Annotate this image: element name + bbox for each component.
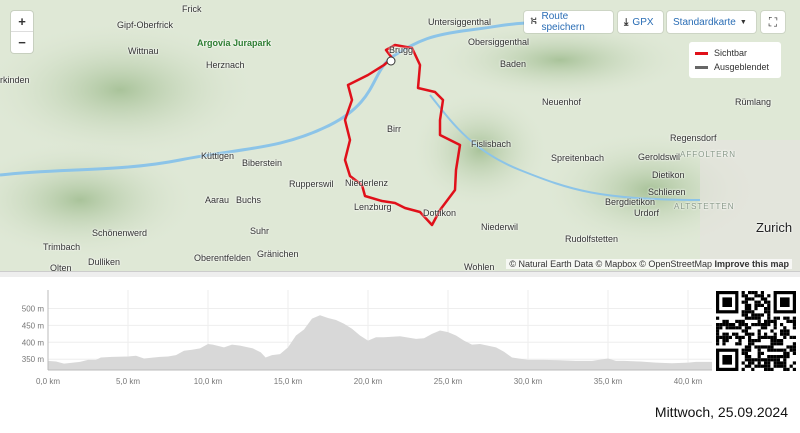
place-label: Niederwil <box>481 222 519 232</box>
improve-map-link[interactable]: Improve this map <box>714 259 789 269</box>
x-tick-label: 25,0 km <box>434 377 463 386</box>
start-marker <box>386 56 396 66</box>
x-tick-label: 5,0 km <box>116 377 140 386</box>
place-label: Frick <box>182 4 202 14</box>
download-icon: ⤓ <box>624 16 629 28</box>
y-tick-label: 500 m <box>22 305 45 314</box>
place-label: Herznach <box>206 60 245 70</box>
map-legend: Sichtbar Ausgeblendet <box>689 42 781 78</box>
place-label: Buchs <box>236 195 262 205</box>
date-label: Mittwoch, 25.09.2024 <box>654 404 788 420</box>
place-label: rkinden <box>0 75 30 85</box>
place-label: Küttigen <box>201 151 235 161</box>
place-label: Dulliken <box>88 257 121 267</box>
place-label: Gränichen <box>257 249 299 259</box>
route-map[interactable]: Frick Gipf-Oberfrick Argovia Jurapark Wittn… <box>0 0 800 271</box>
place-label: Regensdorf <box>670 133 717 143</box>
fullscreen-button[interactable]: ⛶ <box>761 11 785 33</box>
place-label: ALTSTETTEN <box>674 202 735 211</box>
attribution-ned-link[interactable]: © Natural Earth Data <box>509 259 594 269</box>
fullscreen-icon: ⛶ <box>768 14 778 29</box>
place-label: Neuenhof <box>542 97 582 107</box>
y-tick-label: 450 m <box>22 321 45 330</box>
map-style-dropdown[interactable]: Standardkarte ▼ <box>667 11 756 33</box>
place-label: Spreitenbach <box>551 153 605 163</box>
place-label: Gipf-Oberfrick <box>117 20 174 30</box>
place-label: Schönenwerd <box>92 228 148 238</box>
place-label: Brugg <box>389 45 414 55</box>
place-label: Biberstein <box>242 158 283 168</box>
qr-code <box>716 291 796 371</box>
place-label: Wittnau <box>128 46 159 56</box>
attribution-osm-link[interactable]: © OpenStreetMap <box>639 259 712 269</box>
attribution-mapbox-link[interactable]: © Mapbox <box>595 259 637 269</box>
y-tick-label: 400 m <box>22 338 45 347</box>
save-route-button[interactable]: ⛕ Route speichern <box>524 11 613 33</box>
resize-handle[interactable] <box>0 271 800 277</box>
place-label: Olten <box>50 263 72 271</box>
caret-down-icon: ▼ <box>739 18 747 26</box>
x-tick-label: 10,0 km <box>194 377 223 386</box>
place-label: Zurich <box>756 220 793 235</box>
place-label: Urdorf <box>634 208 660 218</box>
place-label: Geroldswil <box>638 152 681 162</box>
x-tick-label: 30,0 km <box>514 377 543 386</box>
gpx-download-button[interactable]: ⤓ GPX <box>618 11 663 33</box>
route-line <box>343 43 462 227</box>
legend-visible: Sichtbar <box>695 46 775 60</box>
place-label: Lenzburg <box>354 202 392 212</box>
place-label: Argovia Jurapark <box>197 38 272 48</box>
x-tick-label: 40,0 km <box>674 377 703 386</box>
place-label: Birr <box>387 124 401 134</box>
place-label: Rupperswil <box>289 179 334 189</box>
place-label: Rudolfstetten <box>565 234 619 244</box>
place-label: Suhr <box>250 226 270 236</box>
place-label: Aarau <box>205 195 230 205</box>
legend-hidden: Ausgeblendet <box>695 60 775 74</box>
map-base <box>0 20 760 260</box>
zoom-control: + − <box>11 11 33 53</box>
y-tick-label: 350 m <box>22 355 45 364</box>
x-tick-label: 0,0 km <box>36 377 60 386</box>
place-label: Fislisbach <box>471 139 512 149</box>
x-tick-label: 20,0 km <box>354 377 383 386</box>
map-attribution: © Natural Earth Data © Mapbox © OpenStre… <box>506 259 792 269</box>
place-label: Trimbach <box>43 242 81 252</box>
elevation-area <box>48 315 712 370</box>
place-label: Wohlen <box>464 262 495 271</box>
place-label: AFFOLTERN <box>680 150 736 159</box>
route-icon: ⛕ <box>530 15 538 27</box>
place-label: Obersiggenthal <box>468 37 530 47</box>
place-label: Schlieren <box>648 187 686 197</box>
zoom-out-button[interactable]: − <box>18 35 26 50</box>
place-label: Bergdietikon <box>605 197 656 207</box>
place-label: Dottikon <box>423 208 457 218</box>
place-label: Niederlenz <box>345 178 389 188</box>
place-label: Rümlang <box>735 97 772 107</box>
elevation-profile: 0,0 km 5,0 km 10,0 km 15,0 km 20,0 km 25,0 km… <box>22 290 712 386</box>
x-tick-label: 35,0 km <box>594 377 623 386</box>
zoom-in-button[interactable]: + <box>11 11 33 32</box>
place-label: Baden <box>500 59 527 69</box>
place-label: Dietikon <box>652 170 685 180</box>
x-tick-label: 15,0 km <box>274 377 303 386</box>
place-label: Oberentfelden <box>194 253 252 263</box>
place-label: Untersiggenthal <box>428 17 492 27</box>
